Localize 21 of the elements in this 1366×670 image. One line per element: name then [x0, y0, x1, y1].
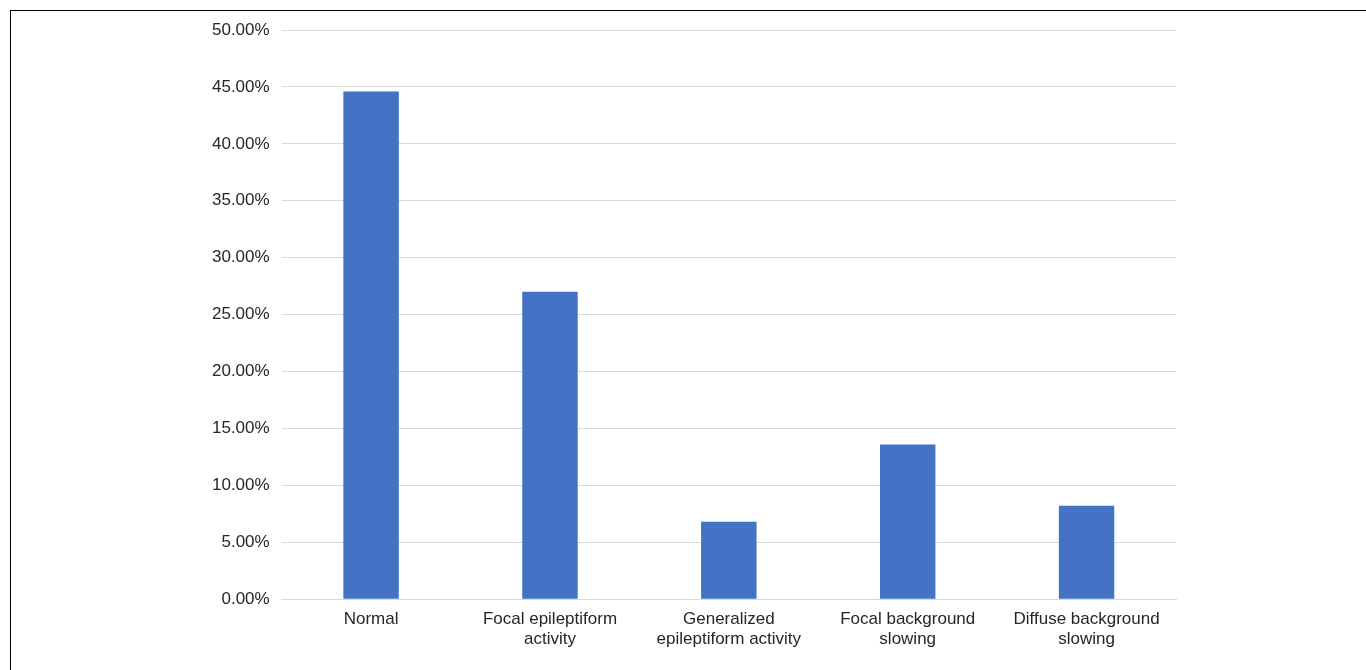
- y-tick-label: 35.00%: [211, 190, 270, 210]
- y-tick-label: 45.00%: [211, 76, 270, 96]
- bar: [701, 521, 757, 599]
- bar: [343, 91, 399, 599]
- x-tick-label: Diffuse background slowing: [1013, 609, 1160, 649]
- y-tick-label: 15.00%: [211, 418, 270, 438]
- x-tick-label: Generalized epileptiform activity: [656, 609, 802, 649]
- y-tick-label: 10.00%: [211, 475, 270, 495]
- y-tick-label: 25.00%: [211, 304, 270, 324]
- y-tick-label: 5.00%: [221, 531, 270, 551]
- bar: [1058, 505, 1115, 599]
- y-tick-label: 0.00%: [221, 588, 270, 608]
- y-tick-label: 20.00%: [211, 361, 270, 381]
- y-tick-label: 50.00%: [211, 19, 270, 39]
- bar: [879, 444, 936, 599]
- bar: [522, 291, 578, 599]
- x-tick-label: Focal epileptiform activity: [482, 609, 618, 649]
- x-tick-label: Focal background slowing: [840, 609, 976, 649]
- y-tick-label: 40.00%: [211, 133, 270, 153]
- y-tick-label: 30.00%: [211, 247, 270, 267]
- x-tick-label: Normal: [343, 609, 399, 629]
